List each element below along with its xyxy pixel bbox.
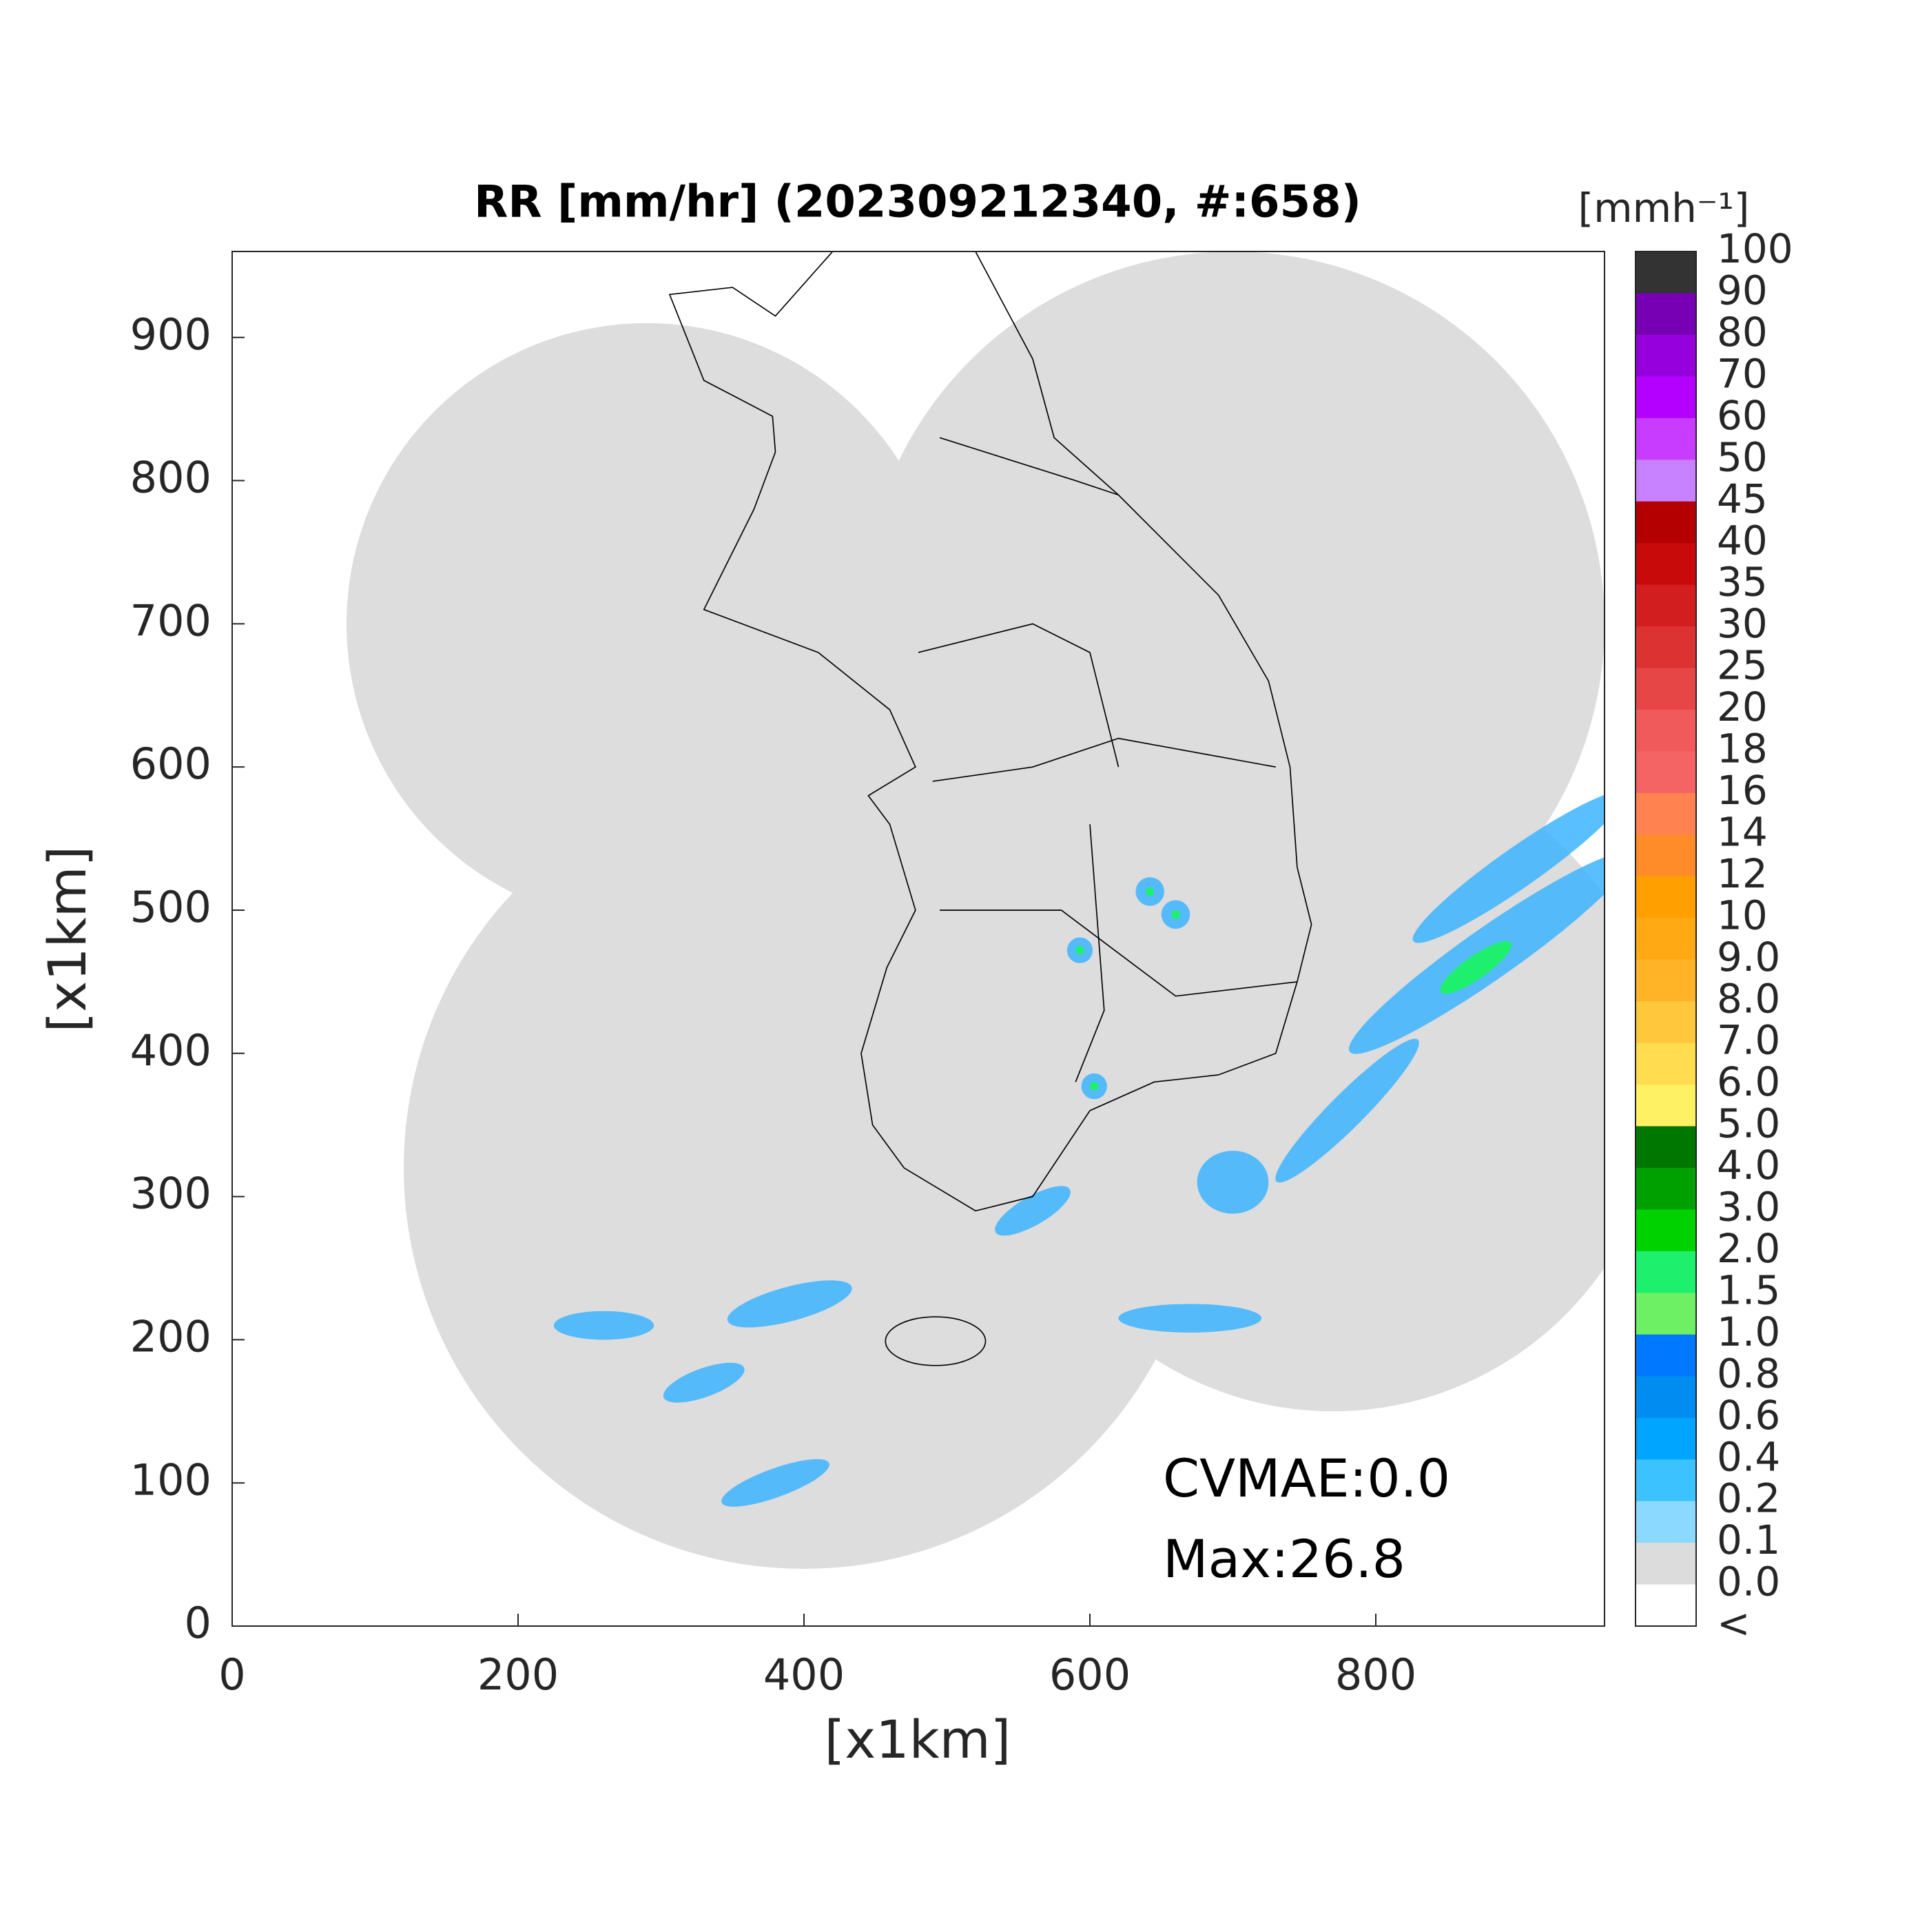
colorbar-band: [1636, 1126, 1696, 1169]
colorbar-label: 1.5: [1717, 1266, 1780, 1313]
map-content: [347, 251, 1605, 1569]
rain-cores: [1075, 887, 1512, 1091]
colorbar-label: 45: [1717, 475, 1768, 522]
y-tick-label: 300: [130, 1169, 212, 1219]
y-axis-label: [x1km]: [37, 846, 98, 1033]
colorbar-label: 3.0: [1717, 1184, 1780, 1231]
coastline: [668, 251, 1312, 1366]
colorbar-label: 25: [1717, 642, 1768, 689]
colorbar-band: [1636, 1543, 1696, 1585]
colorbar-band: [1636, 1376, 1696, 1419]
colorbar-label: 40: [1717, 517, 1768, 564]
colorbar-band: [1636, 1209, 1696, 1252]
colorbar-band: [1636, 543, 1696, 586]
colorbar-label: 90: [1717, 267, 1768, 314]
colorbar-label: 8.0: [1717, 975, 1780, 1022]
colorbar-band: [1636, 792, 1696, 835]
colorbar-label: 12: [1717, 850, 1768, 897]
colorbar-label: 50: [1717, 433, 1768, 480]
y-tick-label: 100: [130, 1455, 212, 1505]
colorbar-label: 60: [1717, 392, 1768, 439]
y-tick-label: 0: [185, 1598, 212, 1648]
colorbar-band: [1636, 1501, 1696, 1543]
colorbar-band: [1636, 1251, 1696, 1293]
colorbar-frame: [1635, 251, 1697, 1627]
y-tick-label: 900: [130, 309, 212, 360]
colorbar-label: 80: [1717, 309, 1768, 356]
map-layer: [347, 251, 1605, 1569]
colorbar-band: [1636, 876, 1696, 918]
x-tick-label: 200: [477, 1650, 559, 1700]
colorbar-band: [1636, 1001, 1696, 1044]
colorbar-label: 0.8: [1717, 1350, 1780, 1397]
colorbar-band: [1636, 1293, 1696, 1335]
colorbar-label: 14: [1717, 808, 1768, 855]
y-tick-label: 200: [130, 1311, 212, 1361]
y-tick-label: 700: [130, 595, 212, 646]
colorbar-band: [1636, 251, 1696, 294]
colorbar-label: 0.2: [1717, 1475, 1780, 1522]
colorbar-band: [1636, 376, 1696, 419]
chart-title: RR [mm/hr] (202309212340, #:658): [474, 177, 1361, 228]
colorbar-band: [1636, 1459, 1696, 1502]
colorbar-label: <: [1717, 1600, 1751, 1647]
y-tick-label: 400: [130, 1025, 212, 1076]
y-tick-label: 600: [130, 739, 212, 789]
annotation: Max:26.8: [1163, 1528, 1405, 1590]
colorbar-band: [1636, 460, 1696, 502]
radar-coverage: [347, 251, 1605, 1569]
colorbar-label: 35: [1717, 559, 1768, 606]
x-tick-label: 800: [1335, 1650, 1416, 1700]
x-tick-label: 600: [1049, 1650, 1131, 1700]
colorbar-label: 0.1: [1717, 1517, 1780, 1563]
colorbar-band: [1636, 1085, 1696, 1127]
colorbar-band: [1636, 1584, 1696, 1627]
colorbar-band: [1636, 918, 1696, 960]
colorbar-label: 0.0: [1717, 1559, 1780, 1605]
colorbar-band: [1636, 710, 1696, 752]
colorbar-band: [1636, 293, 1696, 336]
colorbar-title: [mmh⁻¹]: [1578, 185, 1750, 232]
annotation: CVMAE:0.0: [1163, 1448, 1450, 1509]
colorbar-band: [1636, 959, 1696, 1002]
colorbar-band: [1636, 751, 1696, 794]
colorbar-label: 4.0: [1717, 1142, 1780, 1189]
colorbar-label: 0.6: [1717, 1392, 1780, 1439]
colorbar-label: 2.0: [1717, 1225, 1780, 1272]
colorbar-band: [1636, 1334, 1696, 1377]
colorbar-band: [1636, 626, 1696, 669]
colorbar-label: 16: [1717, 767, 1768, 814]
colorbar-band: [1636, 334, 1696, 377]
colorbar-band: [1636, 1168, 1696, 1210]
colorbar-label: 0.4: [1717, 1433, 1780, 1480]
colorbar-label: 18: [1717, 726, 1768, 772]
colorbar-band: [1636, 1417, 1696, 1460]
x-axis-label: [x1km]: [825, 1709, 1011, 1770]
plot-frame: [231, 251, 1605, 1627]
colorbar-band: [1636, 1042, 1696, 1085]
colorbar-label: 20: [1717, 684, 1768, 730]
x-tick-label: 0: [218, 1650, 245, 1700]
colorbar-label: 100: [1717, 225, 1793, 272]
colorbar-label: 6.0: [1717, 1058, 1780, 1105]
colorbar-label: 10: [1717, 892, 1768, 938]
colorbar-band: [1636, 501, 1696, 544]
y-tick-label: 500: [130, 882, 212, 932]
colorbar-label: 1.0: [1717, 1308, 1780, 1355]
y-tick-label: 800: [130, 453, 212, 503]
colorbar-band: [1636, 668, 1696, 710]
x-tick-label: 400: [763, 1650, 845, 1700]
colorbar-label: 5.0: [1717, 1100, 1780, 1147]
colorbar-label: 30: [1717, 600, 1768, 647]
colorbar-label: 70: [1717, 350, 1768, 397]
colorbar: 100908070605045403530252018161412109.08.…: [1635, 225, 1793, 1647]
axes: 0 200 400 600 800 0 100 200 300 400 500 600 700 800 90…: [130, 309, 1417, 1700]
colorbar-band: [1636, 584, 1696, 627]
colorbar-label: 7.0: [1717, 1017, 1780, 1064]
colorbar-band: [1636, 834, 1696, 877]
colorbar-label: 9.0: [1717, 934, 1780, 980]
colorbar-band: [1636, 418, 1696, 460]
